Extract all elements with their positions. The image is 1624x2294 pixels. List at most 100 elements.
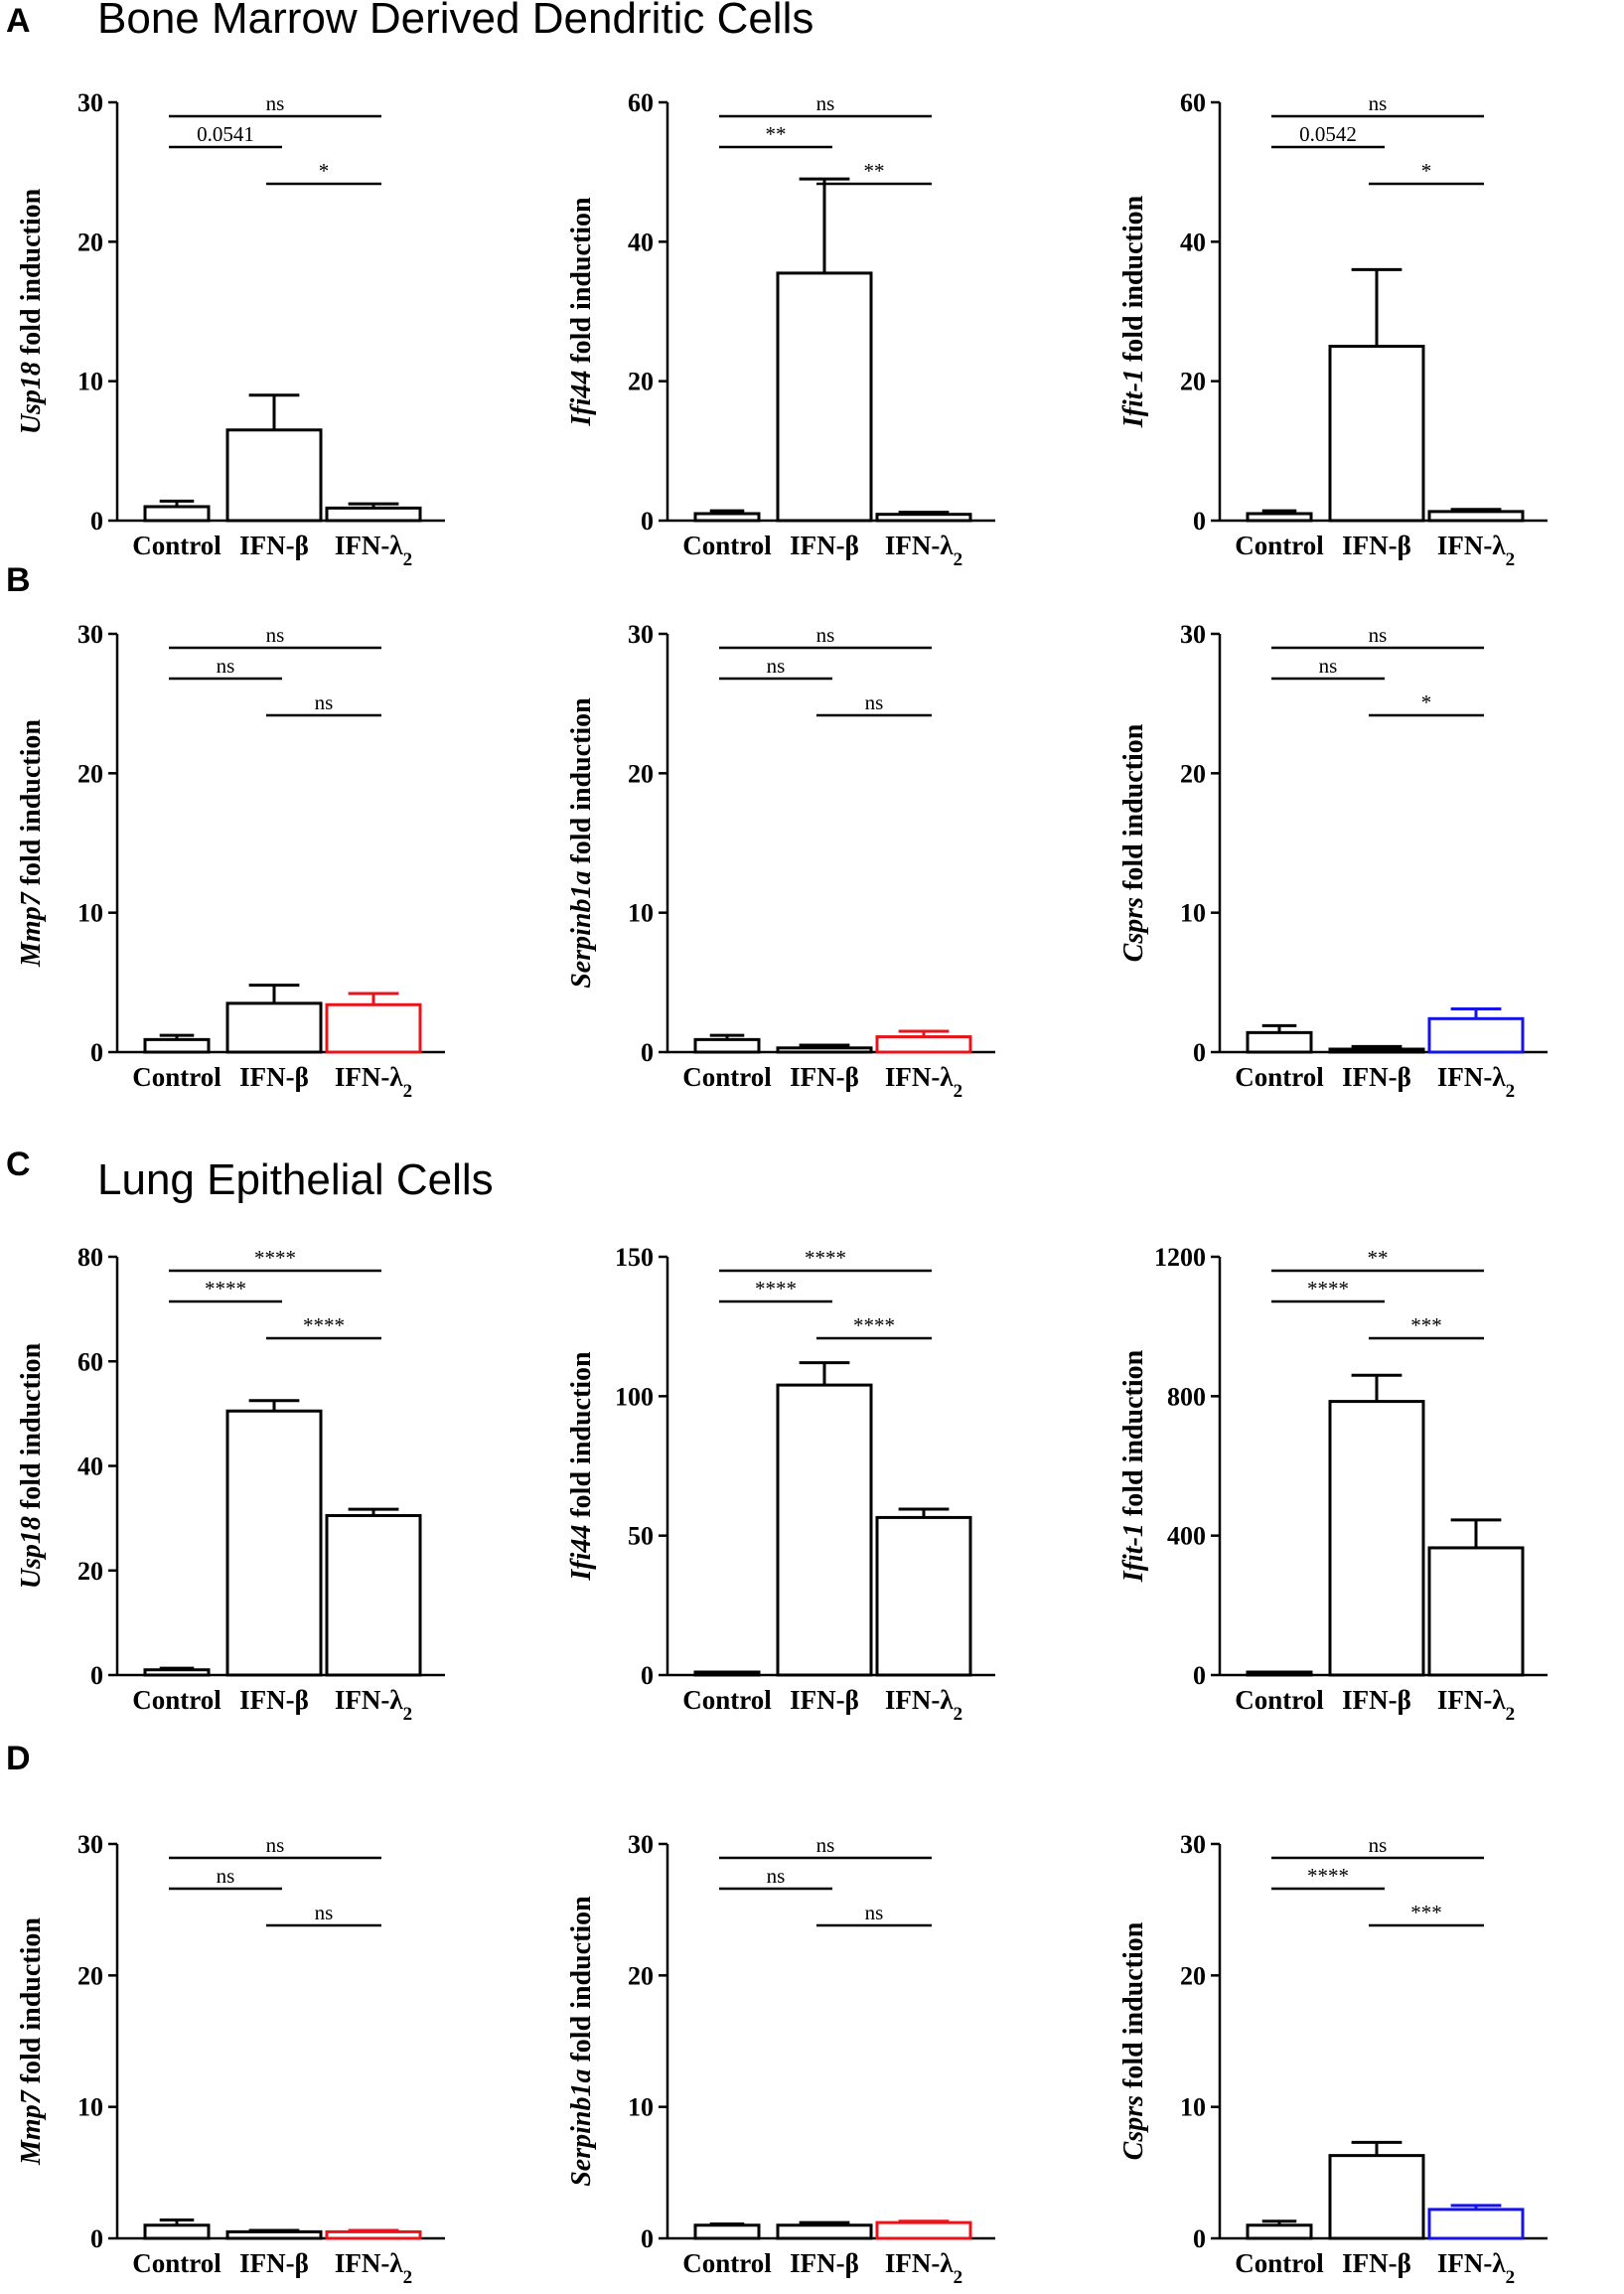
significance-label-2: ns xyxy=(767,1864,786,1888)
category-label-3: IFN-λ2 xyxy=(1437,1685,1515,1725)
bar-2 xyxy=(225,2229,323,2240)
bar-2 xyxy=(776,2223,873,2240)
chart-d-mmp7: 0 10 20 30 Mmp7 fold induction Control IFN-β IF… xyxy=(16,1830,445,2288)
y-tick-label: 20 xyxy=(77,759,103,788)
y-tick-label: 40 xyxy=(628,228,654,256)
category-label-1: Control xyxy=(682,1062,772,1092)
y-tick-label: 400 xyxy=(1167,1522,1206,1551)
chart-d-csprs: 0 10 20 30 Csprs fold induction Control IFN-β I… xyxy=(1118,1830,1548,2288)
y-tick-label: 20 xyxy=(628,368,654,396)
y-tick-label: 20 xyxy=(1180,759,1206,788)
bar-3 xyxy=(875,513,972,523)
y-tick-label: 0 xyxy=(90,2224,103,2253)
bar-2 xyxy=(1328,2154,1425,2240)
chart-a-ifit-1: 0 20 40 60 Ifit-1 fold induction Control IFN-β… xyxy=(1118,88,1548,570)
significance-label-3: *** xyxy=(1410,1901,1442,1924)
significance-label-3: ns xyxy=(865,690,884,714)
section-title-lung: Lung Epithelial Cells xyxy=(97,1155,494,1204)
category-label-2: IFN-β xyxy=(1342,531,1411,560)
significance-label-3: ns xyxy=(315,690,334,714)
y-tick-label: 30 xyxy=(77,88,103,117)
y-tick-label: 20 xyxy=(77,228,103,256)
y-axis-label: Mmp7 fold induction xyxy=(16,719,47,968)
y-tick-label: 10 xyxy=(1180,2093,1206,2122)
y-tick-label: 0 xyxy=(90,1038,103,1067)
category-label-2: IFN-β xyxy=(239,1062,309,1092)
significance-label-2: **** xyxy=(1307,1277,1349,1300)
y-tick-label: 0 xyxy=(1193,2224,1206,2253)
y-tick-label: 10 xyxy=(628,899,654,928)
y-tick-label: 20 xyxy=(1180,1961,1206,1990)
category-label-3: IFN-λ2 xyxy=(335,1685,412,1725)
y-tick-label: 60 xyxy=(1180,88,1206,117)
significance-label-3: **** xyxy=(303,1313,345,1337)
category-label-2: IFN-β xyxy=(1342,1685,1411,1715)
category-label-3: IFN-λ2 xyxy=(885,531,962,570)
significance-label-1: ns xyxy=(1369,1833,1388,1857)
y-axis-label: Ifi44 fold induction xyxy=(566,197,597,427)
category-label-2: IFN-β xyxy=(790,1062,859,1092)
significance-label-3: ** xyxy=(864,159,885,183)
category-label-3: IFN-λ2 xyxy=(335,1062,412,1102)
category-label-2: IFN-β xyxy=(239,2248,309,2278)
significance-label-2: ** xyxy=(766,122,787,146)
category-label-2: IFN-β xyxy=(239,1685,309,1715)
bar-2 xyxy=(776,1046,873,1054)
panel-letter-b: B xyxy=(6,561,31,599)
category-label-3: IFN-λ2 xyxy=(885,1685,962,1725)
significance-label-2: **** xyxy=(205,1277,246,1300)
chart-c-ifi44: 0 50 100 150 Ifi44 fold induction Control IFN-… xyxy=(566,1243,995,1725)
bar-3 xyxy=(325,1513,422,1677)
chart-d-serpinb1a: 0 10 20 30 Serpinb1a fold induction Control IF… xyxy=(566,1830,995,2288)
category-label-2: IFN-β xyxy=(1342,1062,1411,1092)
y-tick-label: 100 xyxy=(615,1382,654,1411)
chart-b-mmp7: 0 10 20 30 Mmp7 fold induction Control IFN-β IF… xyxy=(16,620,445,1102)
category-label-1: Control xyxy=(682,531,772,560)
y-tick-label: 60 xyxy=(628,88,654,117)
significance-label-3: ns xyxy=(315,1901,334,1924)
significance-label-1: ** xyxy=(1368,1246,1389,1270)
bar-2 xyxy=(225,1001,323,1054)
y-tick-label: 60 xyxy=(77,1347,103,1376)
significance-label-3: *** xyxy=(1410,1313,1442,1337)
significance-label-2: 0.0542 xyxy=(1299,122,1357,146)
y-tick-label: 10 xyxy=(628,2093,654,2122)
category-label-1: Control xyxy=(682,2248,772,2278)
category-label-1: Control xyxy=(1235,2248,1324,2278)
panel-letter-a: A xyxy=(6,2,31,40)
y-tick-label: 30 xyxy=(1180,620,1206,649)
significance-label-1: ns xyxy=(816,1833,835,1857)
significance-label-1: **** xyxy=(254,1246,296,1270)
y-tick-label: 10 xyxy=(77,899,103,928)
significance-label-3: ns xyxy=(865,1901,884,1924)
category-label-2: IFN-β xyxy=(790,1685,859,1715)
category-label-1: Control xyxy=(1235,1062,1324,1092)
bar-1 xyxy=(143,2223,211,2240)
bar-3 xyxy=(875,2220,972,2240)
significance-label-1: ns xyxy=(266,1833,285,1857)
chart-b-csprs: 0 10 20 30 Csprs fold induction Control IFN-β I… xyxy=(1118,620,1548,1102)
significance-label-1: ns xyxy=(1369,91,1388,115)
y-tick-label: 20 xyxy=(77,1557,103,1586)
significance-label-1: ns xyxy=(1369,623,1388,647)
category-label-3: IFN-λ2 xyxy=(885,1062,962,1102)
significance-label-2: **** xyxy=(755,1277,797,1300)
y-tick-label: 0 xyxy=(1193,507,1206,535)
y-tick-label: 800 xyxy=(1167,1382,1206,1411)
y-tick-label: 0 xyxy=(90,1661,103,1690)
bar-2 xyxy=(776,271,873,523)
category-label-3: IFN-λ2 xyxy=(335,2248,412,2288)
significance-label-1: ns xyxy=(266,623,285,647)
y-tick-label: 30 xyxy=(628,620,654,649)
y-axis-label: Csprs fold induction xyxy=(1118,723,1149,962)
bar-1 xyxy=(693,512,761,523)
bar-3 xyxy=(325,2229,422,2240)
significance-label-1: ns xyxy=(816,91,835,115)
category-label-1: Control xyxy=(132,2248,221,2278)
y-tick-label: 0 xyxy=(641,2224,654,2253)
category-label-3: IFN-λ2 xyxy=(335,531,412,570)
bar-2 xyxy=(1328,1400,1425,1677)
y-axis-label: Serpinb1a fold induction xyxy=(566,1896,597,2187)
significance-label-1: ns xyxy=(266,91,285,115)
significance-label-2: ns xyxy=(217,654,235,678)
